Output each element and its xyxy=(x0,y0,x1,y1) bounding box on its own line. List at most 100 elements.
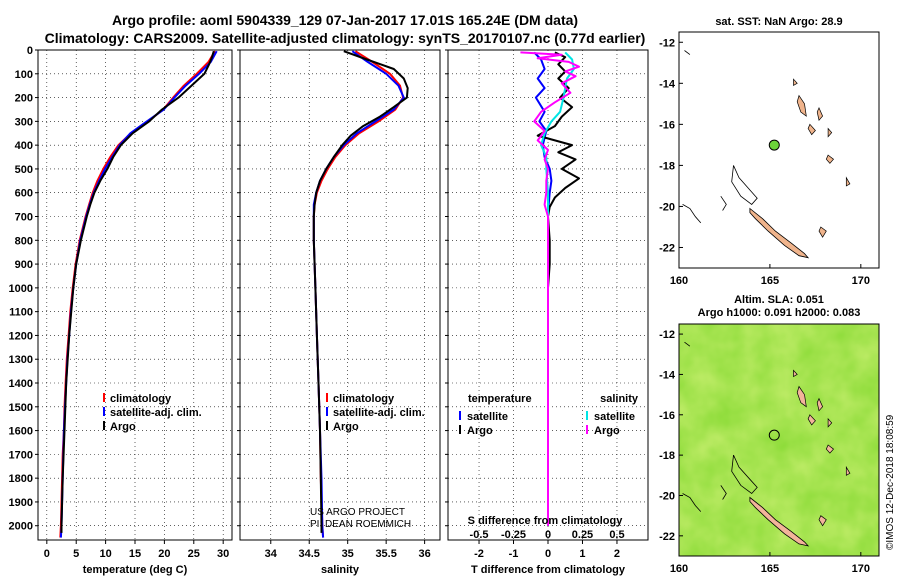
difference-xtick-label-3: 1 xyxy=(579,548,585,560)
sst-map-panel: 160 165 170 -12 -14 -16 -18 -20 -22 sat. SST: NaN… xyxy=(659,16,880,287)
salinity-xtick-label-0: 34 xyxy=(265,548,278,560)
sst-map-island-5 xyxy=(845,176,851,187)
temperature-series-group xyxy=(59,50,218,538)
sla-map-subtitle: Argo h1000: 0.091 h2000: 0.083 xyxy=(698,307,861,319)
diff-legend-label-3: Argo xyxy=(594,425,620,437)
depth-tick-label-16: 1600 xyxy=(9,426,33,438)
sla-map-ytick-label-5: -22 xyxy=(659,531,675,543)
depth-tick-label-19: 1900 xyxy=(9,497,33,509)
sst-map-island-2 xyxy=(807,123,816,136)
sst-map-island-6 xyxy=(818,226,827,238)
temperature-xtick-label-6: 30 xyxy=(217,548,229,560)
temperature-panel: 0 5 10 15 20 25 300100200300400500600700800900… xyxy=(9,45,233,576)
project-credit: US ARGO PROJECT xyxy=(310,507,405,518)
sst-map-ytick-label-1: -14 xyxy=(659,78,676,90)
imos-stamp: ©IMOS 12-Dec-2018 18:08:59 xyxy=(885,414,896,550)
sla-map-island-2 xyxy=(807,414,816,426)
sla-map-reef-fragment-1 xyxy=(684,341,691,347)
sst-map-float-position-marker xyxy=(768,139,780,151)
salinity-legend-label-1: satellite-adj. clim. xyxy=(333,407,425,419)
depth-tick-label-6: 600 xyxy=(15,188,33,200)
sst-map-island-7 xyxy=(793,78,798,87)
sst-map-xtick-label-1: 165 xyxy=(761,275,779,287)
sla-map-coast-group xyxy=(682,341,851,547)
sst-map-new-caledonia-island xyxy=(749,207,810,259)
difference-xtick-label-0: -2 xyxy=(474,548,484,560)
sst-map-xtick-label-0: 160 xyxy=(670,275,688,287)
sst-map-ytick-label-2: -16 xyxy=(659,119,675,131)
sst-map-reef-fragment-0 xyxy=(682,204,702,224)
temperature-legend-label-0: climatology xyxy=(110,393,172,405)
difference-xlabel: T difference from climatology xyxy=(471,564,626,576)
sst-map-reef-fragment-2 xyxy=(720,195,727,211)
temperature-xtick-label-1: 5 xyxy=(73,548,79,560)
depth-tick-label-3: 300 xyxy=(15,116,33,128)
sst-map-island-3 xyxy=(827,127,833,138)
diff-legend-label-2: satellite xyxy=(594,411,635,423)
temperature-legend-label-2: Argo xyxy=(110,421,136,433)
salinity-plot-frame xyxy=(239,49,441,541)
sst-map-ytick-label-5: -22 xyxy=(659,242,675,254)
temperature-legend-label-1: satellite-adj. clim. xyxy=(110,407,202,419)
salinity-xtick-label-4: 36 xyxy=(418,548,430,560)
temperature-xtick-label-4: 20 xyxy=(158,548,170,560)
sst-map-frame xyxy=(678,31,880,269)
sst-map-reef-outline xyxy=(731,165,758,205)
depth-tick-label-5: 500 xyxy=(15,164,33,176)
salinity-series-group xyxy=(312,50,409,538)
temperature-xtick-label-3: 15 xyxy=(129,548,141,560)
sla-map-ytick-label-1: -14 xyxy=(659,369,676,381)
diff-secondary-tick-label-3: 0.25 xyxy=(572,529,593,541)
difference-xtick-label-1: -1 xyxy=(509,548,519,560)
figure-title-line2: Climatology: CARS2009. Satellite-adjuste… xyxy=(45,30,646,46)
depth-tick-label-9: 900 xyxy=(15,259,33,271)
diff-legend-label-1: Argo xyxy=(467,425,493,437)
sla-map-frame xyxy=(678,323,880,557)
sla-map-ytick-label-0: -12 xyxy=(659,329,675,341)
depth-tick-label-10: 1000 xyxy=(9,283,33,295)
sla-map-xtick-label-0: 160 xyxy=(670,563,688,575)
salinity-xtick-label-1: 34.5 xyxy=(299,548,320,560)
depth-tick-label-12: 1200 xyxy=(9,330,33,342)
sla-map-island-6 xyxy=(818,515,827,527)
difference-panel: -2 -1 0 1 2 T difference from climatology xyxy=(445,49,649,576)
sla-map-island-4 xyxy=(825,444,835,454)
salinity-legend-label-2: Argo xyxy=(333,421,359,433)
diff-secondary-tick-label-0: -0.5 xyxy=(470,529,489,541)
temperature-xtick-label-2: 10 xyxy=(99,548,111,560)
depth-tick-label-14: 1400 xyxy=(9,378,33,390)
sst-map-background xyxy=(679,32,879,268)
sst-map-island-4 xyxy=(825,154,835,164)
sst-map-island-0 xyxy=(796,94,807,117)
sla-map-ytick-label-3: -18 xyxy=(659,450,675,462)
temperature-series-argo xyxy=(60,50,215,533)
sla-map-float-position-marker xyxy=(768,429,780,441)
figure-title-line1: Argo profile: aoml 5904339_129 07-Jan-20… xyxy=(112,12,578,28)
difference-series-group xyxy=(520,51,580,526)
diff-secondary-xlabel: S difference from climatology xyxy=(468,515,624,527)
difference-xtick-label-2: 0 xyxy=(545,548,551,560)
diff-secondary-tick-label-4: 0.5 xyxy=(609,529,624,541)
diff-legend-label-0: satellite xyxy=(467,411,508,423)
sla-map-xtick-label-1: 165 xyxy=(761,563,779,575)
salinity-series-argo xyxy=(312,50,409,533)
sst-map-island-1 xyxy=(816,107,824,121)
depth-tick-label-4: 400 xyxy=(15,140,33,152)
sst-map-xtick-label-2: 170 xyxy=(852,275,870,287)
sla-map-island-3 xyxy=(827,417,833,428)
depth-tick-label-11: 1100 xyxy=(9,307,33,319)
depth-tick-label-17: 1700 xyxy=(9,449,33,461)
sla-map-reef-fragment-0 xyxy=(682,493,702,512)
depth-tick-label-0: 0 xyxy=(27,45,33,57)
sla-map-reef-fragment-2 xyxy=(720,485,727,500)
depth-tick-label-18: 1800 xyxy=(9,473,33,485)
sst-map-ytick-label-3: -18 xyxy=(659,160,675,172)
difference-series-temperature-argo xyxy=(536,51,580,526)
diff-secondary-tick-label-2: 0 xyxy=(545,529,551,541)
salinity-legend-label-0: climatology xyxy=(333,393,395,405)
depth-tick-label-2: 200 xyxy=(15,93,33,105)
diff-legend-title-salinity: salinity xyxy=(600,393,639,405)
profile-panels: 0 5 10 15 20 25 300100200300400500600700800900… xyxy=(9,45,649,576)
temperature-xtick-label-0: 0 xyxy=(44,548,50,560)
